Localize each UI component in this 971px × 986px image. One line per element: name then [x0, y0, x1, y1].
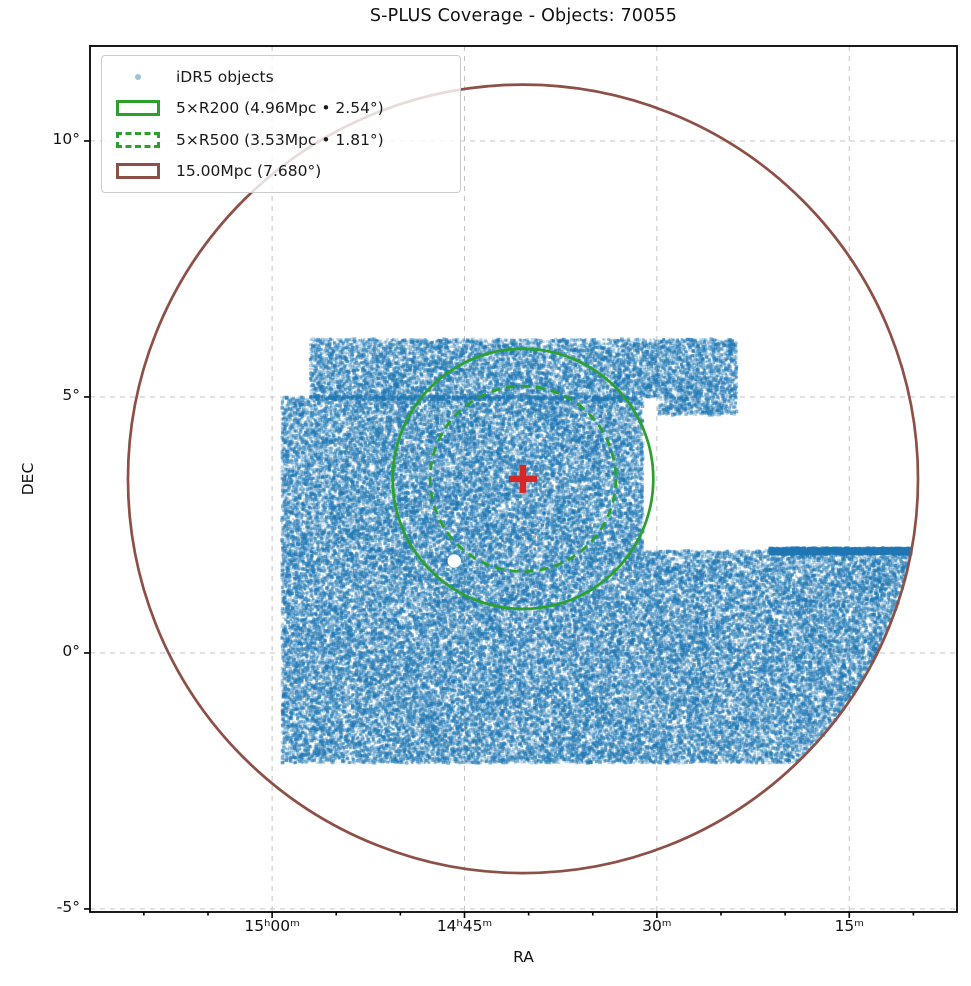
x-tick-label-1: 14ʰ45ᵐ [436, 917, 493, 935]
scatter-dot-icon [110, 73, 166, 80]
legend-item-2: 5×R500 (3.53Mpc • 1.81°) [110, 125, 452, 155]
circle-swatch-icon [110, 163, 166, 180]
y-tick-label-1: 5° [62, 385, 80, 404]
legend-item-label: 5×R500 (3.53Mpc • 1.81°) [176, 130, 384, 149]
legend: iDR5 objects 5×R200 (4.96Mpc • 2.54°) 5×R5… [101, 55, 461, 193]
y-axis-label: DEC [19, 462, 37, 496]
circle-swatch-icon [110, 131, 166, 148]
legend-item-1: 5×R200 (4.96Mpc • 2.54°) [110, 93, 452, 123]
plot-title: S-PLUS Coverage - Objects: 70055 [369, 6, 678, 26]
legend-item-label: 5×R200 (4.96Mpc • 2.54°) [176, 99, 384, 118]
y-tick-label-2: 0° [62, 641, 80, 660]
x-tick-label-3: 15ᵐ [834, 917, 864, 935]
circle-swatch-icon [110, 100, 166, 117]
x-axis-label: RA [513, 948, 534, 966]
x-tick-label-2: 30ᵐ [642, 917, 672, 935]
legend-item-3: 15.00Mpc (7.680°) [110, 156, 452, 186]
legend-item-label: iDR5 objects [176, 67, 274, 86]
legend-item-label: 15.00Mpc (7.680°) [176, 162, 322, 181]
x-tick-label-0: 15ʰ00ᵐ [244, 917, 300, 935]
y-tick-label-0: 10° [52, 129, 80, 148]
y-tick-label-3: -5° [56, 897, 80, 916]
legend-item-0: iDR5 objects [110, 62, 452, 92]
